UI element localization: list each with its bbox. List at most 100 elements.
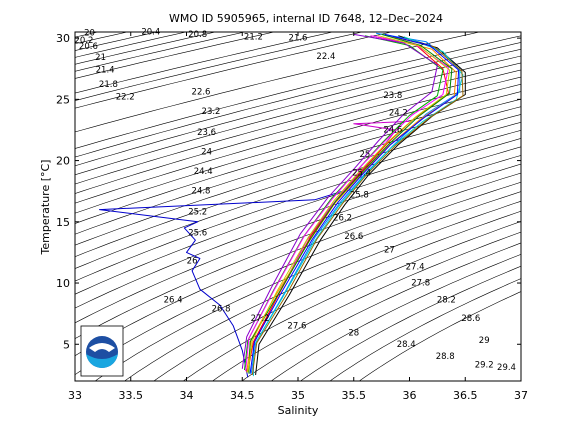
density-contour (212, 231, 521, 381)
x-tick-label: 34 (180, 389, 194, 402)
density-contour-label: 26.8 (212, 304, 231, 314)
density-contour-label: 20.6 (79, 42, 98, 52)
density-contour (75, 32, 364, 101)
density-contour-label: 26.6 (344, 232, 363, 242)
density-contour-label: 21.8 (99, 80, 118, 90)
density-contour (75, 83, 521, 214)
profile-line (241, 33, 438, 369)
density-contour-label: 26.4 (164, 296, 183, 306)
density-contour (75, 35, 521, 149)
noaa-logo-text: NOAA (95, 345, 110, 351)
density-contour-label: 23.2 (202, 107, 221, 117)
profile-line (248, 33, 453, 374)
x-tick-label: 33.5 (119, 389, 144, 402)
density-contour-label: 27.8 (411, 279, 430, 289)
density-contour-label: 21.2 (244, 32, 263, 42)
density-contour-label: 25.4 (352, 168, 371, 178)
density-contour-label: 23.8 (383, 91, 402, 101)
density-contour-label: 27.2 (251, 314, 270, 324)
density-contour-label: 28.8 (436, 352, 455, 362)
density-contour-label: 24.6 (383, 126, 402, 136)
density-contour (75, 32, 393, 109)
density-contour (75, 48, 521, 167)
density-contour-label: 28.6 (461, 314, 480, 324)
profile-line (247, 36, 449, 372)
density-contours (0, 20, 521, 393)
density-contour-label: 20.2 (74, 36, 93, 46)
density-contour-label: 24.2 (389, 108, 408, 118)
density-contour (75, 62, 521, 185)
y-tick-label: 25 (56, 93, 70, 106)
density-contour (75, 32, 100, 38)
density-contour-label: 28.2 (437, 296, 456, 306)
density-contour (75, 32, 481, 133)
profile-line (99, 190, 343, 378)
density-contour (241, 242, 521, 381)
density-contour-label: 24.8 (192, 187, 211, 197)
density-contour (75, 121, 521, 269)
density-contour (75, 155, 521, 324)
density-contour (75, 130, 521, 282)
density-contour-label: 29.2 (475, 361, 494, 371)
profile-line (249, 33, 460, 374)
density-contour-label: 27.6 (287, 321, 306, 331)
density-contour (75, 138, 521, 295)
density-contour (75, 69, 521, 194)
chart-title: WMO ID 5905965, internal ID 7648, 12–Dec… (169, 12, 443, 25)
y-tick-label: 20 (56, 155, 70, 168)
density-contour-label: 29.4 (497, 363, 516, 373)
density-contour-label: 27.4 (406, 263, 425, 273)
y-tick-label: 5 (63, 338, 70, 351)
density-contour (75, 106, 521, 246)
noaa-logo: NOAA (80, 325, 124, 377)
density-contour (0, 20, 66, 393)
profile-line (246, 37, 457, 373)
density-contour (75, 181, 521, 376)
density-contour-label: 25 (359, 150, 370, 160)
x-axis-ticks: 33 33.5 34 34.5 35 35.5 36 36.5 37 (68, 32, 528, 402)
profile-line (251, 36, 464, 375)
profile-line (252, 36, 464, 377)
density-contour-label: 22.6 (192, 88, 211, 98)
density-contour-label: 25.8 (350, 190, 369, 200)
y-axis-label: Temperature [°C] (39, 160, 52, 256)
x-tick-label: 35.5 (342, 389, 367, 402)
density-contour-label: 23.6 (197, 128, 216, 138)
density-contour (270, 254, 521, 381)
density-contour-label: 25.2 (188, 208, 207, 218)
profile-line (255, 35, 466, 375)
x-tick-label: 36.5 (453, 389, 478, 402)
density-contour (358, 291, 521, 381)
density-contour (124, 200, 521, 381)
density-contour-label: 28 (348, 329, 359, 339)
density-contour-label: 29 (479, 336, 490, 346)
y-tick-label: 30 (56, 32, 70, 45)
density-contour (75, 91, 521, 224)
profile-line (245, 35, 449, 372)
profile-line (250, 32, 461, 374)
x-tick-label: 34.5 (230, 389, 255, 402)
density-contour-label: 24 (201, 148, 212, 158)
density-contour-label: 21 (95, 53, 106, 63)
density-contour-label: 26.2 (333, 214, 352, 224)
density-contour (75, 32, 334, 94)
x-tick-label: 37 (514, 389, 528, 402)
density-contour-label: 21.6 (289, 34, 308, 44)
density-contour-label: 22.2 (116, 92, 135, 102)
density-contour-label: 28.4 (397, 340, 416, 350)
density-contour (94, 191, 521, 381)
profile-series (99, 32, 466, 378)
density-contour (75, 42, 521, 158)
density-contour (75, 114, 521, 257)
density-contour (300, 265, 521, 381)
density-contour-label: 20.8 (188, 30, 207, 40)
y-tick-label: 15 (56, 216, 70, 229)
density-contour (75, 55, 521, 176)
y-tick-label: 10 (56, 277, 70, 290)
x-axis-label: Salinity (278, 404, 319, 417)
profile-line (247, 35, 451, 373)
density-contour (329, 278, 521, 381)
density-contour-label: 22.4 (316, 52, 335, 62)
density-contour-label: 21.4 (96, 66, 115, 76)
